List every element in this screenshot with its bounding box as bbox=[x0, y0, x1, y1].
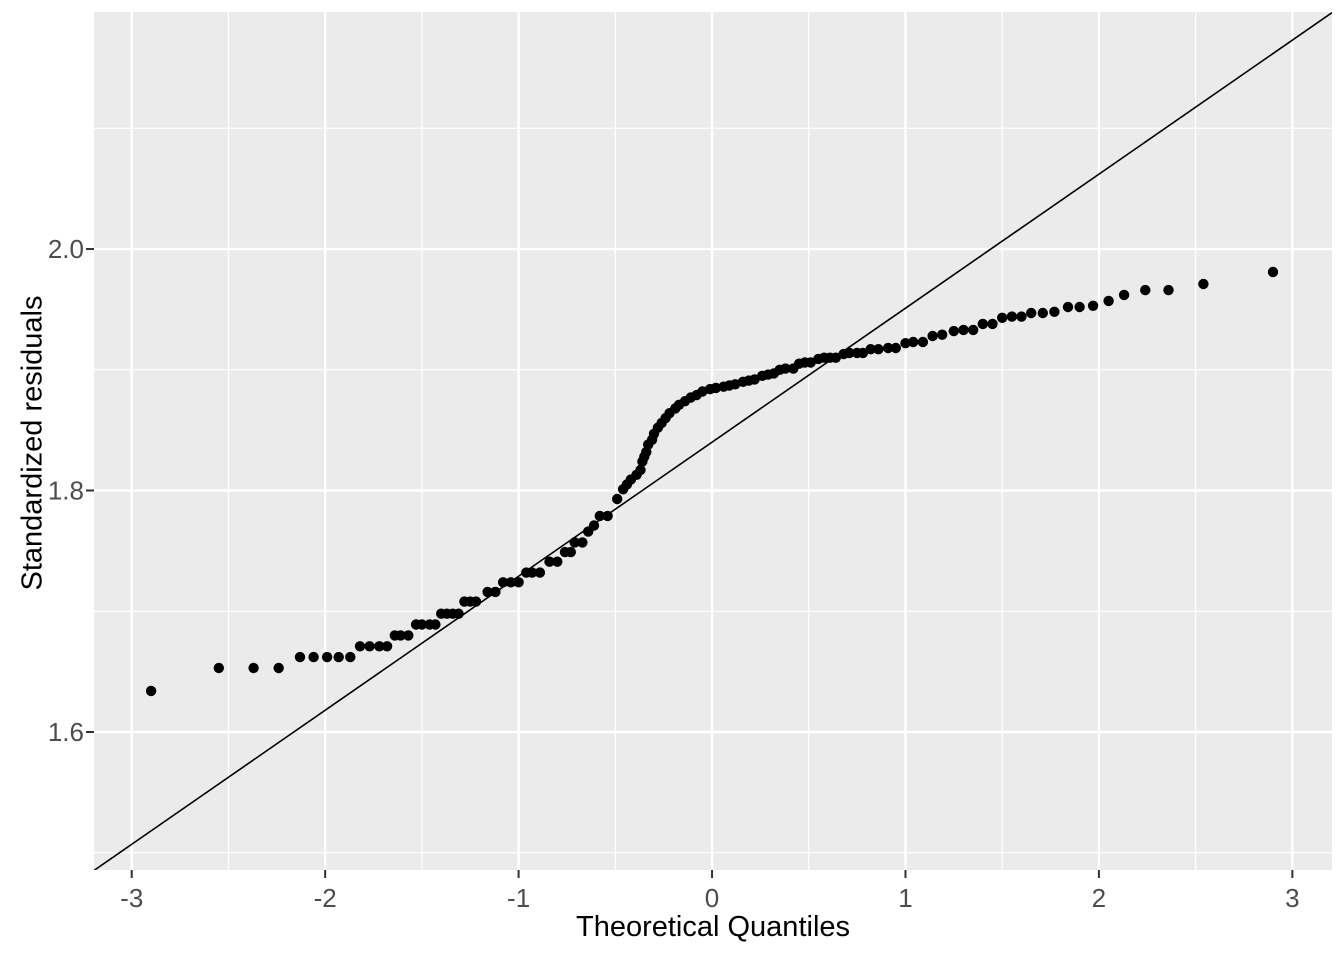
data-point bbox=[345, 651, 356, 663]
data-point bbox=[1267, 266, 1279, 278]
data-point bbox=[873, 344, 884, 355]
data-point bbox=[505, 577, 517, 588]
data-point bbox=[381, 641, 393, 652]
data-point bbox=[395, 630, 406, 641]
data-point bbox=[248, 662, 259, 674]
data-point bbox=[977, 318, 988, 330]
data-point bbox=[857, 347, 869, 359]
data-point bbox=[830, 352, 841, 363]
x-tick-label: -1 bbox=[507, 883, 530, 913]
qq-reference-line bbox=[94, 12, 1332, 870]
data-point bbox=[844, 347, 855, 359]
data-point bbox=[1103, 295, 1114, 307]
data-point bbox=[453, 608, 464, 619]
y-axis-title: Standardized residuals bbox=[16, 295, 49, 591]
data-point bbox=[552, 556, 563, 567]
data-point bbox=[865, 344, 876, 355]
data-point bbox=[1087, 300, 1099, 311]
data-point bbox=[958, 324, 969, 336]
data-point bbox=[1140, 284, 1151, 296]
y-tick-label: 1.8 bbox=[48, 476, 84, 506]
data-point bbox=[490, 586, 501, 598]
data-point bbox=[882, 342, 894, 354]
data-point bbox=[602, 510, 613, 522]
data-point bbox=[1026, 307, 1037, 319]
data-point bbox=[497, 577, 509, 588]
data-point bbox=[569, 537, 580, 548]
data-point bbox=[470, 596, 482, 607]
x-tick-label: 1 bbox=[898, 883, 912, 913]
data-point bbox=[526, 567, 538, 578]
y-tick-label: 2.0 bbox=[48, 234, 84, 264]
data-point bbox=[1006, 311, 1018, 322]
data-point bbox=[273, 662, 284, 674]
data-point bbox=[364, 641, 375, 652]
data-point bbox=[544, 556, 555, 567]
data-point bbox=[1198, 278, 1209, 290]
data-point bbox=[1062, 301, 1074, 313]
x-tick-label: -3 bbox=[120, 883, 143, 913]
data-point bbox=[937, 329, 948, 340]
data-point bbox=[577, 537, 588, 548]
x-tick-label: 2 bbox=[1092, 883, 1106, 913]
data-point bbox=[780, 363, 791, 374]
data-point bbox=[908, 336, 919, 348]
data-point bbox=[1049, 306, 1060, 317]
data-point bbox=[374, 641, 385, 652]
data-point bbox=[635, 464, 646, 476]
data-point bbox=[1016, 311, 1027, 322]
data-point bbox=[1074, 301, 1085, 313]
data-point bbox=[730, 379, 741, 390]
data-point bbox=[612, 493, 623, 505]
data-point bbox=[1163, 284, 1174, 296]
data-point bbox=[710, 382, 722, 394]
data-point bbox=[430, 619, 441, 630]
x-tick-label: 0 bbox=[705, 883, 719, 913]
data-point bbox=[987, 318, 998, 330]
data-point bbox=[308, 651, 319, 663]
data-point bbox=[917, 336, 929, 348]
data-point bbox=[482, 586, 493, 598]
data-point bbox=[416, 619, 428, 630]
data-point bbox=[513, 577, 524, 588]
data-point bbox=[890, 342, 901, 354]
data-point bbox=[927, 330, 938, 342]
data-point bbox=[997, 312, 1008, 323]
data-point bbox=[213, 662, 224, 674]
data-point bbox=[321, 651, 333, 663]
data-point bbox=[1037, 307, 1049, 319]
data-point bbox=[565, 546, 576, 558]
y-tick-label: 1.6 bbox=[48, 717, 84, 747]
data-point bbox=[294, 651, 306, 663]
data-point bbox=[594, 510, 605, 522]
data-point bbox=[403, 630, 414, 641]
data-point bbox=[1118, 289, 1130, 301]
data-point bbox=[948, 325, 959, 337]
x-axis-title: Theoretical Quantiles bbox=[575, 911, 851, 943]
x-tick-label: 3 bbox=[1285, 883, 1299, 913]
data-point bbox=[900, 338, 911, 349]
data-point bbox=[354, 641, 366, 652]
data-point bbox=[145, 685, 157, 697]
data-point bbox=[968, 324, 979, 336]
plot-content bbox=[94, 12, 1332, 870]
x-tick-label: -2 bbox=[314, 883, 337, 913]
data-point bbox=[534, 567, 546, 578]
data-point bbox=[588, 520, 600, 531]
data-point bbox=[333, 651, 344, 663]
